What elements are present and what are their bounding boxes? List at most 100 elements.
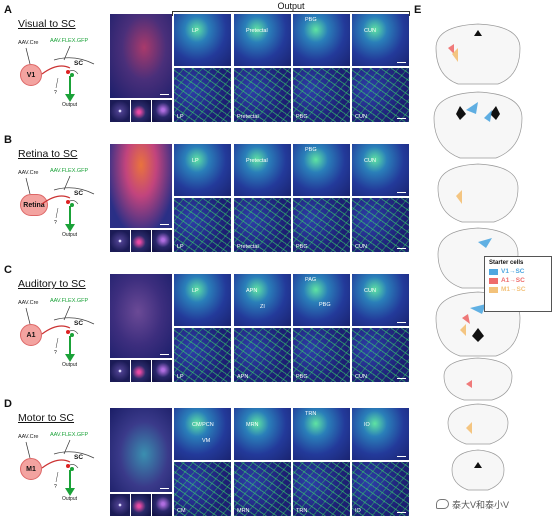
source-injection-image (110, 14, 172, 98)
source-injection-image (110, 408, 172, 492)
panel-letter: C (4, 264, 12, 276)
panel-letter: B (4, 134, 12, 146)
circuit-diagram: ? (25, 45, 95, 102)
section-1 (435, 23, 521, 85)
output-zoom-image: CUN (352, 198, 409, 252)
panel-letter: D (4, 398, 12, 410)
zoom-region-label: MRN (237, 508, 250, 514)
starter-cell-inset (131, 360, 151, 382)
output-zoom-image: Pretectal (234, 68, 291, 122)
region-label: APN (246, 288, 258, 294)
source-region: Retina (20, 194, 48, 216)
virus-gfp-label: AAV.FLEX.GFP (50, 168, 89, 174)
svg-text:?: ? (54, 220, 57, 226)
region-label: CUN (364, 158, 376, 164)
coronal-sections-diagram (433, 23, 523, 491)
section-2 (433, 91, 523, 159)
output-zoom-image: LP (174, 68, 231, 122)
legend-label: V1→SC (501, 268, 525, 275)
output-overview-image: CUN (352, 14, 409, 66)
output-zoom-image: TRN (293, 462, 350, 516)
panel-title: Retina to SC (18, 148, 78, 160)
region-label-secondary: VM (202, 438, 211, 444)
region-label: PBG (305, 17, 317, 23)
starter-cell-inset (110, 230, 130, 252)
legend-swatch (489, 268, 498, 275)
sc-label: SC (74, 454, 84, 461)
region-label: LP (192, 288, 199, 294)
starter-cell-inset (131, 100, 151, 122)
scale-bar (397, 455, 406, 457)
output-zoom-image: LP (174, 198, 231, 252)
source-injection-image (110, 274, 172, 358)
virus-gfp-label: AAV.FLEX.GFP (50, 432, 89, 438)
output-zoom-image: PBG (293, 198, 350, 252)
panel-row-d: D Motor to SC AAV.Cre AAV.FLEX.GFP M1 SC (0, 398, 415, 524)
output-zoom-image: IO (352, 462, 409, 516)
section-8 (451, 449, 505, 491)
injection-schematic: AAV.Cre AAV.FLEX.GFP A1 SC (14, 298, 109, 370)
output-overview-image: PBG (293, 14, 350, 66)
scale-bar (397, 61, 406, 63)
region-label: CM/PCN (192, 422, 214, 428)
region-label: CUN (364, 28, 376, 34)
zoom-region-label: Pretectal (237, 114, 259, 120)
panel-title: Auditory to SC (18, 278, 86, 290)
virus-cre-label: AAV.Cre (18, 300, 39, 306)
zoom-region-label: LP (177, 244, 184, 250)
sc-label: SC (74, 320, 84, 327)
virus-gfp-label: AAV.FLEX.GFP (50, 38, 89, 44)
circuit-diagram: ? (25, 305, 95, 362)
section-6 (443, 357, 513, 401)
scale-bar (160, 223, 169, 225)
output-zoom-image: MRN (234, 462, 291, 516)
zoom-region-label: PBG (296, 374, 308, 380)
output-arrow-label: Output (62, 102, 78, 108)
output-zoom-image: CUN (352, 68, 409, 122)
zoom-region-label: Pretectal (237, 244, 259, 250)
output-title: Output (277, 1, 305, 11)
output-overview-image: MRN (234, 408, 291, 460)
zoom-region-label: TRN (296, 508, 308, 514)
zoom-region-label: IO (355, 508, 361, 514)
output-overview-image: Pretectal (234, 14, 291, 66)
legend-title: Starter cells (489, 260, 524, 266)
output-zoom-image: PBG (293, 328, 350, 382)
output-overview-image: LP (174, 274, 231, 326)
region-label: PAG (305, 277, 317, 283)
section-7 (447, 403, 509, 445)
svg-text:?: ? (54, 90, 57, 96)
svg-text:?: ? (54, 350, 57, 356)
output-zoom-image: Pretectal (234, 198, 291, 252)
sc-label: SC (74, 190, 84, 197)
zoom-region-label: PBG (296, 244, 308, 250)
starter-cell-inset (152, 230, 172, 252)
region-label: Pretectal (246, 158, 268, 164)
sc-label: SC (74, 60, 84, 67)
zoom-region-label: CUN (355, 374, 367, 380)
panel-row-b: B Retina to SC AAV.Cre AAV.FLEX.GFP Retin… (0, 134, 415, 260)
zoom-region-label: PBG (296, 114, 308, 120)
output-overview-image: TRN (293, 408, 350, 460)
legend-label: A1→SC (501, 277, 525, 284)
output-overview-image: PBG (293, 144, 350, 196)
scale-bar (160, 353, 169, 355)
panel-title: Motor to SC (18, 412, 75, 424)
region-label: MRN (246, 422, 259, 428)
starter-cell-inset (152, 494, 172, 516)
panel-row-c: C Auditory to SC AAV.Cre AAV.FLEX.GFP A1 … (0, 264, 415, 390)
legend-item: A1→SC (489, 277, 547, 284)
scale-bar (397, 377, 406, 379)
chat-bubble-icon (436, 499, 449, 509)
virus-cre-label: AAV.Cre (18, 434, 39, 440)
scale-bar (160, 93, 169, 95)
virus-cre-label: AAV.Cre (18, 40, 39, 46)
output-arrow-label: Output (62, 496, 78, 502)
zoom-region-label: LP (177, 374, 184, 380)
output-overview-image: CM/PCN VM (174, 408, 231, 460)
source-injection-image (110, 144, 172, 228)
zoom-region-label: CM (177, 508, 186, 514)
starter-cells-legend: Starter cells V1→SC A1→SC M1→SC (484, 256, 552, 312)
legend-item: V1→SC (489, 268, 547, 275)
scale-bar (397, 247, 406, 249)
